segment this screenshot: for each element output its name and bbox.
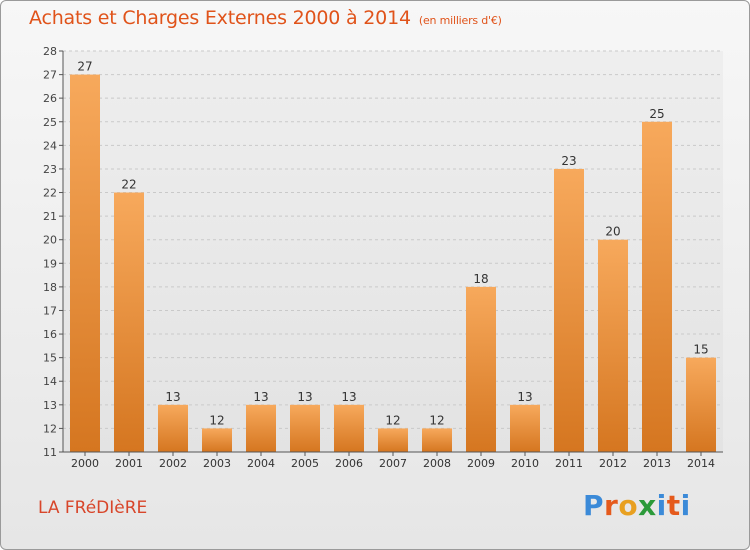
bar — [114, 192, 144, 452]
y-tick-label: 18 — [43, 281, 57, 294]
x-tick-label: 2005 — [291, 457, 319, 470]
bar — [466, 286, 496, 452]
x-tick-label: 2011 — [555, 457, 583, 470]
bar — [246, 404, 276, 452]
x-tick-label: 2001 — [115, 457, 143, 470]
y-tick-label: 19 — [43, 257, 57, 270]
logo-letter: o — [618, 489, 639, 522]
x-tick-label: 2014 — [687, 457, 715, 470]
bar — [158, 404, 188, 452]
bar — [554, 168, 584, 453]
y-tick-label: 14 — [43, 375, 57, 388]
x-tick-label: 2012 — [599, 457, 627, 470]
proxiti-logo: Proxiti — [583, 489, 691, 522]
data-label: 25 — [649, 107, 664, 121]
data-label: 23 — [561, 154, 576, 168]
bar — [202, 428, 232, 452]
data-label: 13 — [517, 390, 532, 404]
y-tick-label: 26 — [43, 92, 57, 105]
x-tick-label: 2004 — [247, 457, 275, 470]
x-tick-label: 2008 — [423, 457, 451, 470]
data-label: 12 — [209, 413, 224, 427]
x-tick-label: 2009 — [467, 457, 495, 470]
data-label: 27 — [77, 60, 92, 74]
bar — [70, 74, 100, 453]
bar — [510, 404, 540, 452]
x-tick-label: 2000 — [71, 457, 99, 470]
bar — [422, 428, 452, 452]
chart-title-text: Achats et Charges Externes 2000 à 2014 — [29, 7, 411, 29]
y-tick-label: 22 — [43, 187, 57, 200]
y-tick-label: 12 — [43, 422, 57, 435]
data-label: 13 — [253, 390, 268, 404]
logo-letter: t — [666, 489, 681, 522]
bar — [686, 357, 716, 452]
data-label: 13 — [165, 390, 180, 404]
x-tick-label: 2007 — [379, 457, 407, 470]
chart-title: Achats et Charges Externes 2000 à 2014 (e… — [29, 7, 502, 29]
bar — [598, 239, 628, 452]
y-tick-label: 21 — [43, 210, 57, 223]
data-label: 20 — [605, 225, 620, 239]
y-tick-label: 28 — [43, 45, 57, 58]
logo-letter: P — [583, 489, 605, 522]
data-label: 22 — [121, 178, 136, 192]
y-tick-label: 20 — [43, 234, 57, 247]
y-tick-label: 17 — [43, 304, 57, 317]
bar — [290, 404, 320, 452]
data-label: 12 — [429, 413, 444, 427]
data-label: 15 — [693, 343, 708, 357]
y-tick-label: 23 — [43, 163, 57, 176]
logo-letter: x — [638, 489, 657, 522]
logo-letter: r — [604, 489, 619, 522]
chart-subtitle: (en milliers d'€) — [418, 14, 502, 27]
x-tick-label: 2010 — [511, 457, 539, 470]
y-tick-label: 25 — [43, 116, 57, 129]
data-label: 12 — [385, 413, 400, 427]
y-tick-label: 15 — [43, 352, 57, 365]
bar — [378, 428, 408, 452]
bar — [642, 121, 672, 452]
x-tick-label: 2006 — [335, 457, 363, 470]
logo-letter: i — [656, 489, 667, 522]
x-tick-label: 2002 — [159, 457, 187, 470]
data-label: 13 — [297, 390, 312, 404]
data-label: 18 — [473, 272, 488, 286]
logo-letter: i — [680, 489, 691, 522]
bar — [334, 404, 364, 452]
y-tick-label: 11 — [43, 446, 57, 459]
data-label: 13 — [341, 390, 356, 404]
y-tick-label: 27 — [43, 69, 57, 82]
y-tick-label: 16 — [43, 328, 57, 341]
y-tick-label: 13 — [43, 399, 57, 412]
y-tick-label: 24 — [43, 139, 57, 152]
x-tick-label: 2013 — [643, 457, 671, 470]
x-tick-label: 2003 — [203, 457, 231, 470]
commune-name: LA FRéDIèRE — [38, 498, 148, 518]
